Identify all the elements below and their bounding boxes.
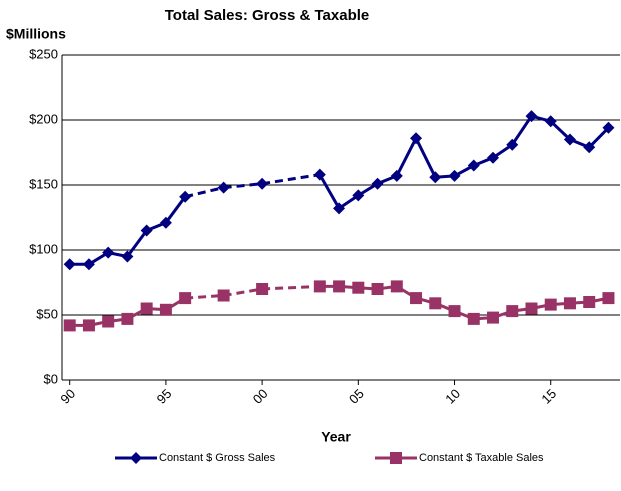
- series-line: [414, 137, 437, 178]
- marker: [121, 312, 134, 325]
- marker: [563, 297, 576, 310]
- y-tick-label: $100: [29, 241, 58, 256]
- marker: [82, 319, 95, 332]
- series-line: [511, 115, 533, 146]
- series-line: [395, 137, 418, 177]
- y-tick-label: $150: [29, 176, 58, 191]
- marker: [544, 298, 557, 311]
- marker: [352, 189, 365, 202]
- marker: [525, 110, 538, 123]
- marker: [333, 202, 346, 215]
- y-tick-label: $200: [29, 111, 58, 126]
- marker: [140, 224, 153, 237]
- marker: [429, 297, 442, 310]
- marker: [410, 292, 423, 305]
- marker: [525, 302, 538, 315]
- marker: [102, 246, 115, 259]
- series-line: [588, 126, 610, 149]
- marker: [313, 168, 326, 181]
- marker: [217, 289, 230, 302]
- legend-label: Constant $ Taxable Sales: [419, 452, 544, 464]
- marker: [467, 159, 480, 172]
- marker: [130, 452, 142, 464]
- x-tick-label: 10: [442, 386, 463, 407]
- marker: [82, 258, 95, 271]
- x-tick-label: 90: [57, 386, 78, 407]
- marker: [410, 132, 423, 145]
- marker: [390, 280, 403, 293]
- marker: [256, 177, 269, 190]
- marker: [313, 280, 326, 293]
- marker: [179, 292, 192, 305]
- marker: [429, 171, 442, 184]
- marker: [390, 452, 402, 464]
- marker: [159, 216, 172, 229]
- marker: [602, 292, 615, 305]
- marker: [583, 141, 596, 154]
- marker: [352, 281, 365, 294]
- series-line: [185, 294, 224, 300]
- x-tick-label: 95: [154, 386, 175, 407]
- series-line: [262, 284, 320, 291]
- series-line: [164, 195, 187, 224]
- marker: [371, 177, 384, 190]
- marker: [121, 250, 134, 263]
- chart-title: Total Sales: Gross & Taxable: [165, 7, 370, 24]
- marker: [467, 312, 480, 325]
- marker: [371, 283, 384, 295]
- marker: [217, 181, 230, 194]
- marker: [179, 190, 192, 203]
- marker: [159, 303, 172, 316]
- marker: [448, 305, 461, 318]
- marker: [583, 296, 596, 308]
- marker: [140, 302, 153, 315]
- series-line: [126, 229, 148, 258]
- x-tick-label: 00: [250, 386, 271, 407]
- x-tick-label: 05: [346, 386, 367, 407]
- y-tick-label: $0: [44, 371, 58, 386]
- marker: [333, 280, 346, 293]
- marker: [448, 169, 461, 182]
- marker: [506, 138, 519, 151]
- marker: [544, 115, 557, 128]
- marker: [256, 283, 269, 295]
- marker: [63, 258, 76, 271]
- marker: [563, 133, 576, 146]
- series-line: [184, 186, 224, 199]
- marker: [602, 121, 615, 134]
- legend-label: Constant $ Gross Sales: [159, 452, 276, 464]
- y-tick-label: $250: [29, 46, 58, 61]
- series-line: [549, 120, 572, 141]
- x-axis-label: Year: [321, 429, 351, 445]
- series-line: [261, 173, 321, 186]
- series-line: [223, 182, 263, 190]
- series-line: [318, 173, 341, 210]
- marker: [487, 151, 500, 164]
- y-tick-label: $50: [36, 306, 58, 321]
- series-line: [223, 287, 263, 297]
- marker: [102, 315, 115, 328]
- marker: [63, 319, 76, 332]
- marker: [487, 311, 500, 324]
- marker: [506, 305, 519, 318]
- x-tick-label: 15: [538, 386, 559, 407]
- marker: [390, 169, 403, 182]
- y-axis-label: $Millions: [6, 26, 66, 42]
